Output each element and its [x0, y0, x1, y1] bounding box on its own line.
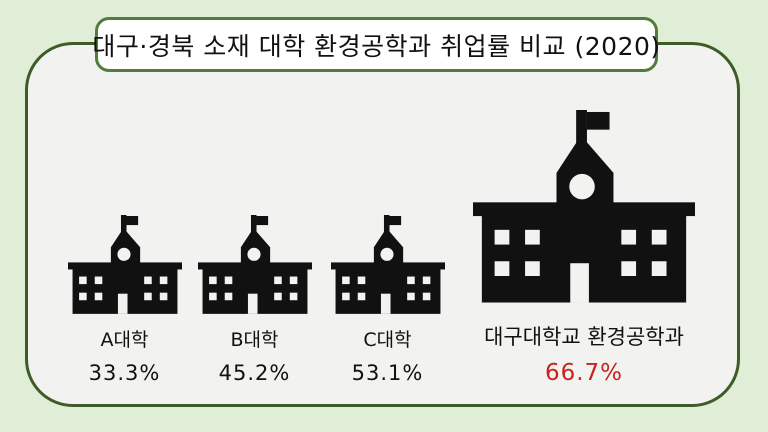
- title-box: 대구·경북 소재 대학 환경공학과 취업률 비교 (2020): [92, 17, 661, 72]
- school-column-a: A대학 33.3%: [64, 215, 185, 385]
- school-name-label: A대학: [100, 328, 149, 351]
- school-column-c: C대학 53.1%: [327, 215, 448, 385]
- employment-rate-value: 33.3%: [88, 360, 161, 385]
- page-title: 대구·경북 소재 대학 환경공학과 취업률 비교 (2020): [92, 31, 661, 61]
- school-column-daegu: 대구대학교 환경공학과 66.7%: [447, 110, 721, 386]
- employment-rate-value-highlighted: 66.7%: [544, 359, 624, 386]
- school-building-icon: [330, 215, 445, 314]
- school-name-label: B대학: [230, 328, 279, 351]
- school-building-icon: [197, 215, 312, 314]
- school-name-label: 대구대학교 환경공학과: [484, 324, 684, 349]
- school-building-icon: [67, 215, 182, 314]
- school-building-icon: [473, 110, 695, 303]
- school-name-label: C대학: [363, 328, 412, 351]
- school-column-b: B대학 45.2%: [194, 215, 315, 385]
- employment-rate-value: 45.2%: [218, 360, 291, 385]
- employment-rate-value: 53.1%: [351, 360, 424, 385]
